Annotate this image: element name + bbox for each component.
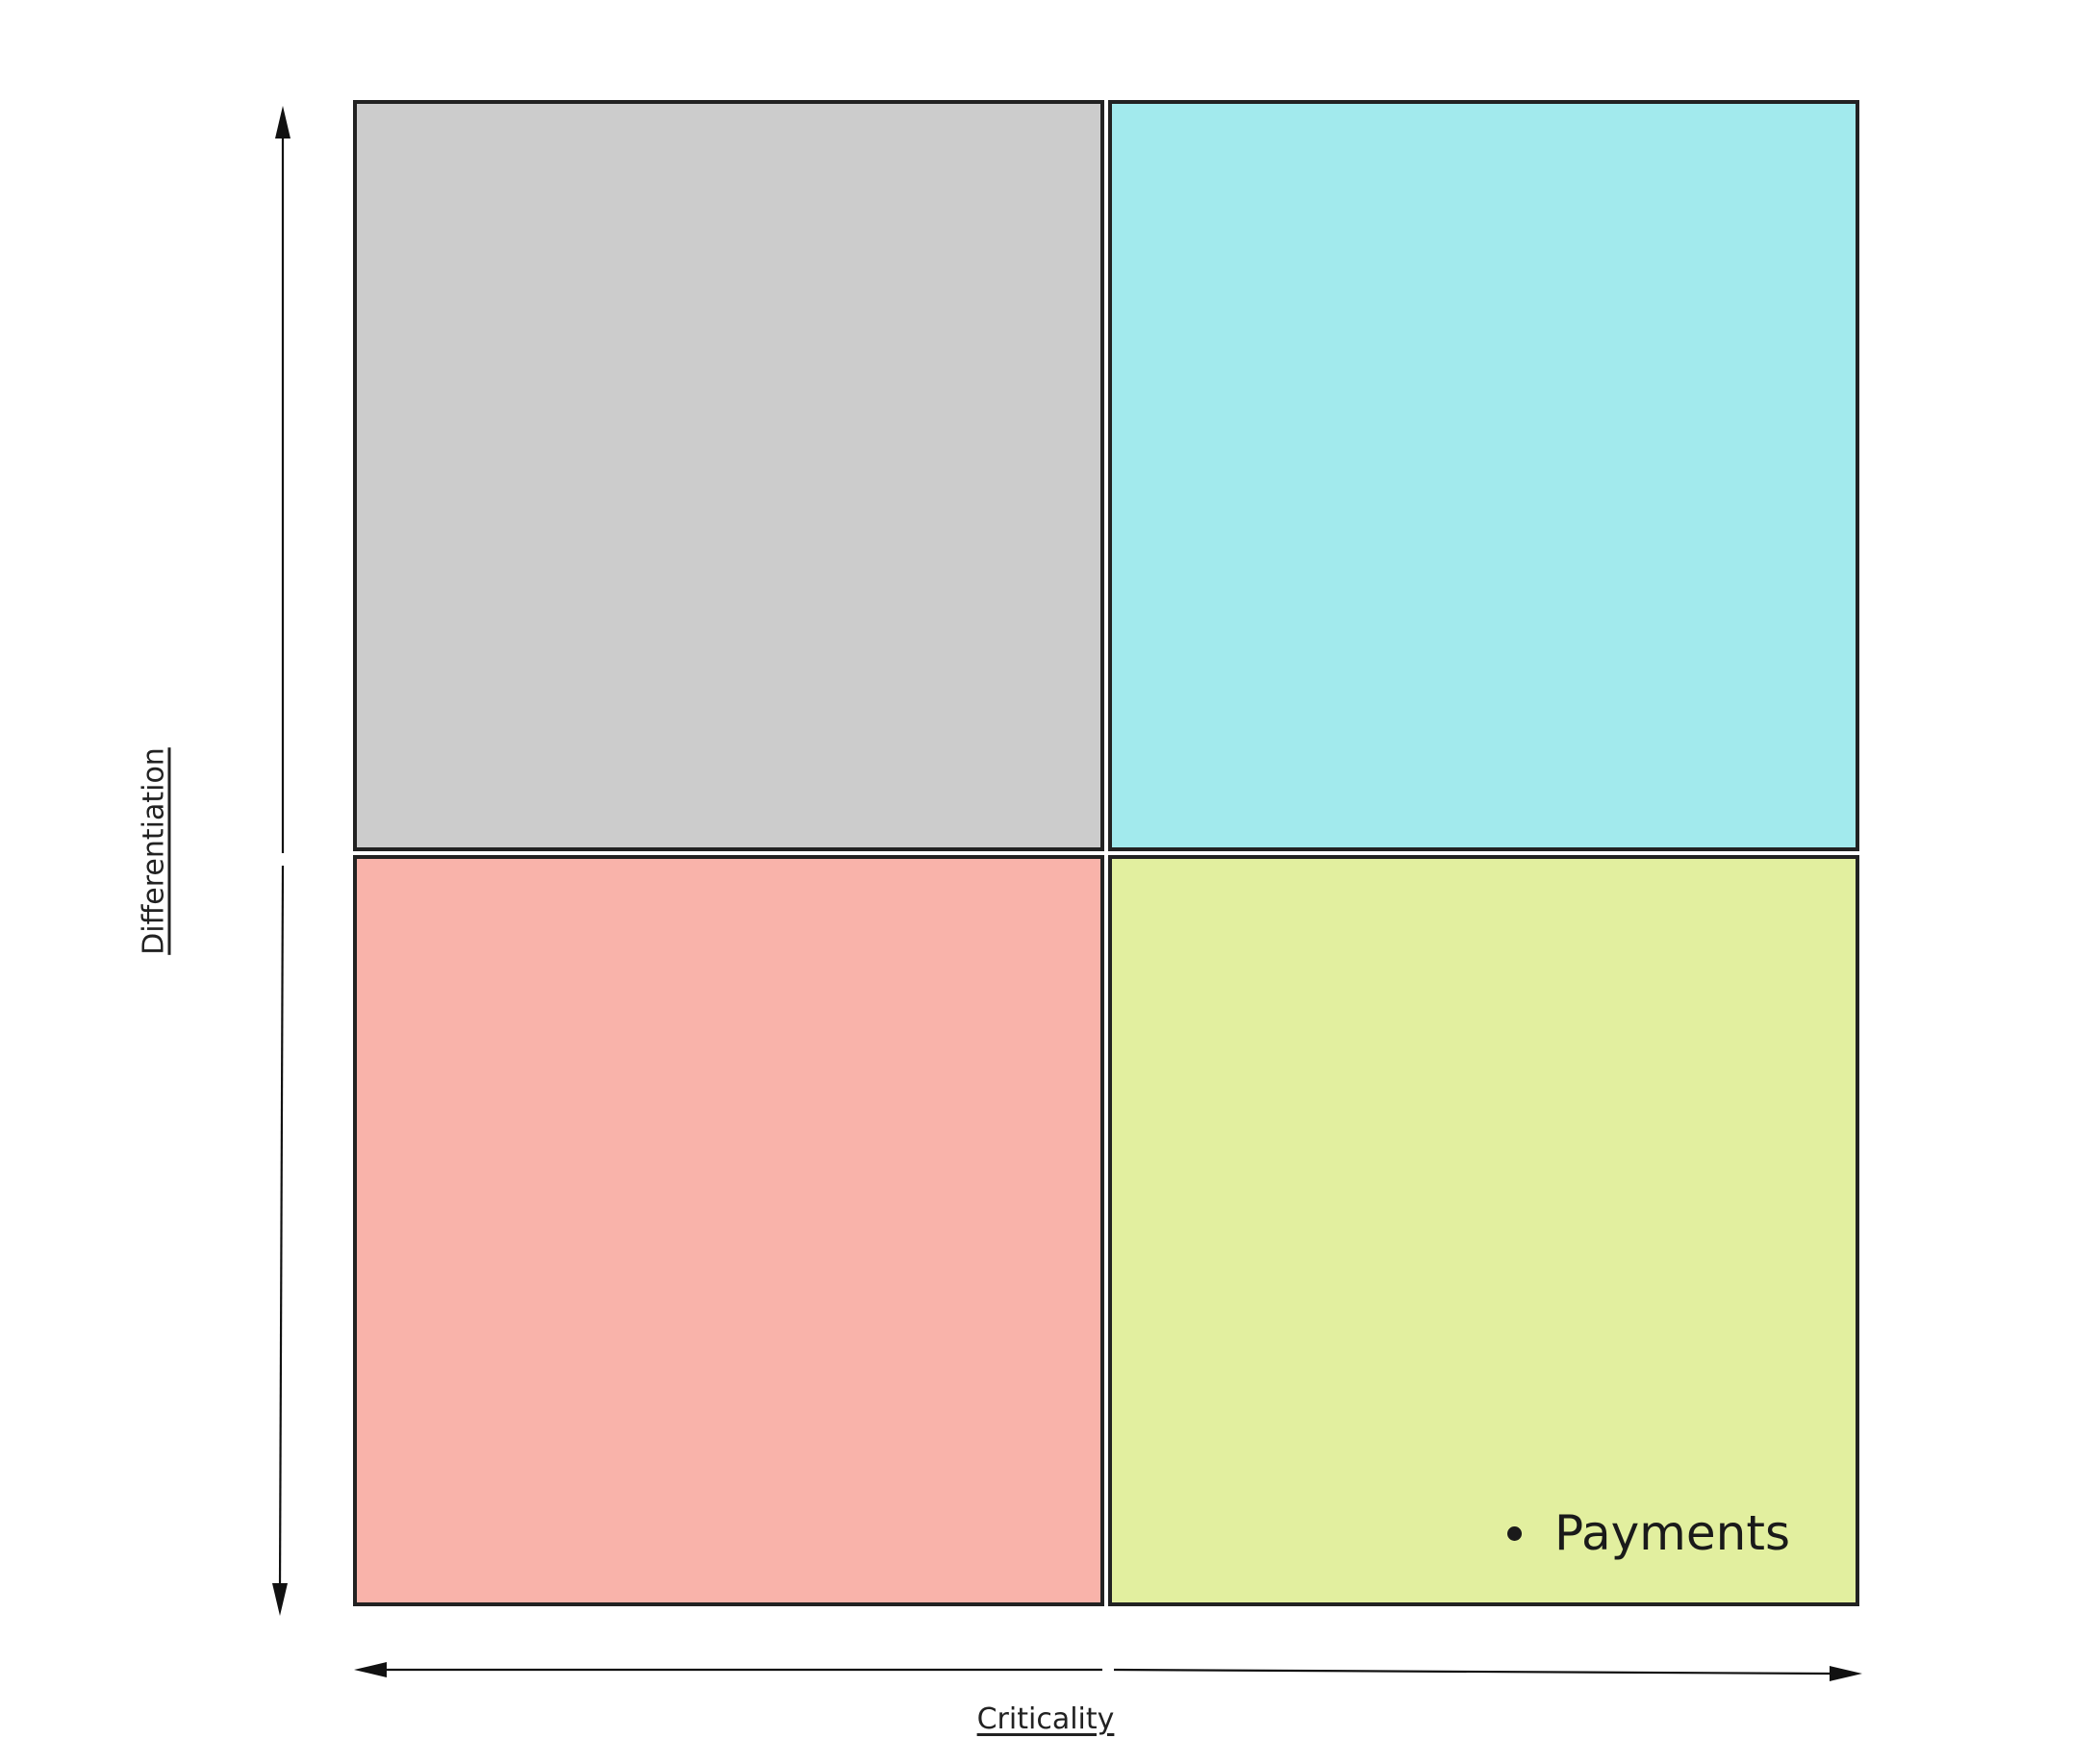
quadrant-item-label: Payments [1554,1505,1790,1561]
x-axis-label: Criticality [976,1702,1115,1736]
quadrant-bottom-right-items: Payments [1507,1505,1790,1561]
quadrant-top-left [353,100,1104,851]
y-axis-label: Differentiation [137,747,171,955]
y-axis-arrowhead-down [272,1583,288,1616]
x-axis-arrowhead-left [354,1662,387,1677]
quadrant-bottom-right [1108,855,1859,1606]
y-axis-arrow [272,106,290,1616]
x-axis-arrow [354,1662,1862,1681]
bullet-icon [1507,1525,1523,1541]
quadrant-bottom-left [353,855,1104,1606]
y-axis-arrowhead-up [275,106,290,139]
quadrant-item: Payments [1507,1505,1790,1561]
x-axis-arrowhead-right [1830,1666,1862,1681]
quadrant-top-right [1108,100,1859,851]
